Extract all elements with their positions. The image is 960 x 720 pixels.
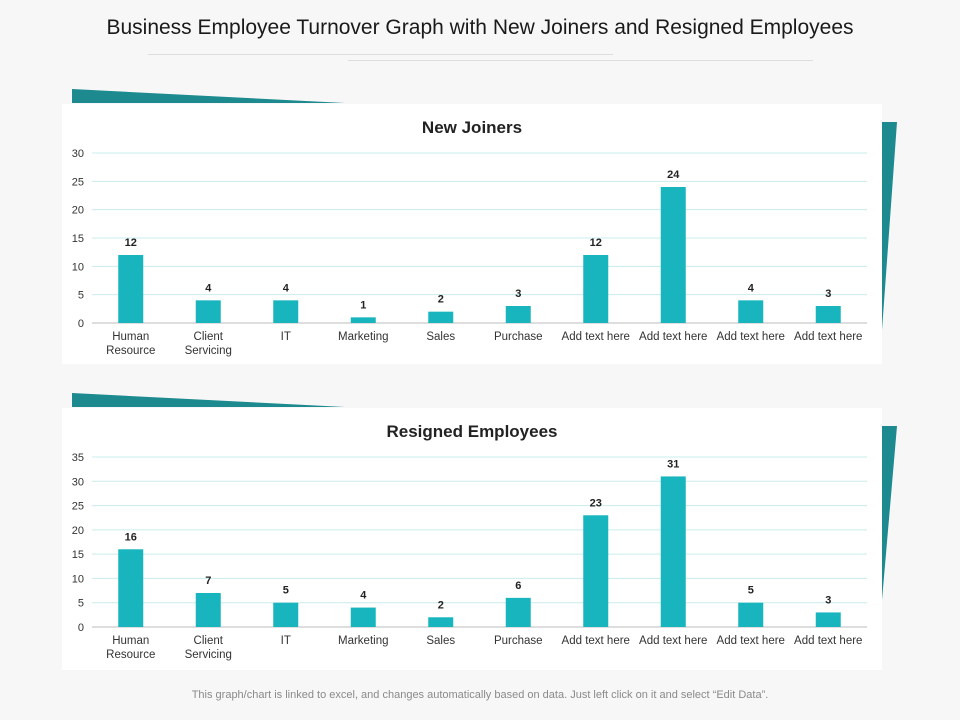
- y-tick-label: 35: [72, 452, 84, 464]
- x-tick-label: Add text here: [639, 331, 707, 343]
- top-left-accent-wedge: [72, 89, 345, 103]
- x-tick-label: Purchase: [494, 331, 543, 343]
- bar[interactable]: [350, 607, 376, 627]
- y-tick-label: 30: [72, 148, 84, 160]
- x-tick-label: Client Servicing: [185, 331, 232, 357]
- bar[interactable]: [738, 300, 764, 323]
- y-tick-label: 0: [78, 622, 84, 634]
- x-tick-label: Sales: [426, 331, 455, 343]
- title-underline-right: [348, 60, 813, 61]
- y-tick-label: 30: [72, 476, 84, 488]
- y-tick-label: 10: [72, 573, 84, 585]
- x-tick-label: Human Resource: [106, 331, 155, 357]
- y-tick-label: 20: [72, 205, 84, 217]
- bar[interactable]: [118, 255, 144, 323]
- bar[interactable]: [195, 593, 221, 627]
- x-tick-label: Add text here: [717, 331, 785, 343]
- data-label: 12: [590, 237, 602, 249]
- y-tick-label: 25: [72, 176, 84, 188]
- y-tick-label: 5: [78, 290, 84, 302]
- x-tick-label: Purchase: [494, 635, 543, 647]
- data-label: 5: [748, 585, 754, 597]
- data-label: 2: [438, 294, 444, 306]
- data-label: 31: [667, 458, 679, 470]
- x-tick-label: Sales: [426, 635, 455, 647]
- bar[interactable]: [505, 597, 531, 627]
- data-label: 3: [515, 288, 521, 300]
- resigned-employees-chart-panel[interactable]: Resigned Employees 0 5 10 15 20 25 30 35 16 Human R…: [62, 408, 882, 670]
- x-tick-label: Add text here: [562, 331, 630, 343]
- x-tick-label: Add text here: [639, 635, 707, 647]
- data-label: 4: [283, 282, 290, 294]
- data-label: 3: [825, 288, 831, 300]
- x-tick-label: Marketing: [338, 331, 389, 343]
- bar[interactable]: [660, 187, 686, 323]
- y-tick-label: 15: [72, 549, 84, 561]
- data-label: 23: [590, 497, 602, 509]
- x-tick-label: Human Resource: [106, 635, 155, 661]
- data-label: 12: [125, 237, 137, 249]
- data-label: 4: [360, 590, 367, 602]
- new-joiners-chart-title: New Joiners: [422, 118, 522, 137]
- x-tick-label: Add text here: [562, 635, 630, 647]
- x-tick-label: IT: [281, 331, 291, 343]
- top-right-accent-wedge: [882, 122, 897, 330]
- footer-note: This graph/chart is linked to excel, and…: [191, 689, 769, 701]
- data-label: 6: [515, 580, 521, 592]
- x-tick-label: Add text here: [794, 331, 862, 343]
- bar[interactable]: [428, 311, 454, 323]
- new-joiners-chart-panel[interactable]: New Joiners 0 5 10 15 20 25 30 12 Human Resource 4 C…: [62, 104, 882, 364]
- bar[interactable]: [583, 515, 609, 627]
- x-tick-label: Add text here: [794, 635, 862, 647]
- resigned-employees-chart-title: Resigned Employees: [386, 422, 557, 441]
- bar[interactable]: [428, 617, 454, 627]
- data-label: 4: [205, 282, 212, 294]
- bottom-right-accent-wedge: [882, 426, 897, 600]
- data-label: 2: [438, 599, 444, 611]
- bar[interactable]: [273, 300, 299, 323]
- bar[interactable]: [738, 602, 764, 627]
- x-tick-label: Client Servicing: [185, 635, 232, 661]
- bar[interactable]: [273, 602, 299, 627]
- y-tick-label: 25: [72, 501, 84, 513]
- data-label: 1: [360, 299, 366, 311]
- bar[interactable]: [815, 612, 841, 627]
- data-label: 16: [125, 531, 137, 543]
- data-label: 3: [825, 594, 831, 606]
- data-label: 7: [205, 575, 211, 587]
- y-tick-label: 15: [72, 233, 84, 245]
- bar[interactable]: [195, 300, 221, 323]
- bar[interactable]: [505, 306, 531, 323]
- bar[interactable]: [350, 317, 376, 323]
- x-tick-label: Marketing: [338, 635, 389, 647]
- data-label: 4: [748, 282, 755, 294]
- title-underline-left: [148, 54, 613, 55]
- bar[interactable]: [118, 549, 144, 627]
- bar[interactable]: [583, 255, 609, 323]
- x-tick-label: Add text here: [717, 635, 785, 647]
- y-tick-label: 0: [78, 318, 84, 330]
- y-tick-label: 5: [78, 598, 84, 610]
- y-tick-label: 20: [72, 525, 84, 537]
- x-tick-label: IT: [281, 635, 291, 647]
- bar[interactable]: [815, 306, 841, 323]
- page-title: Business Employee Turnover Graph with Ne…: [106, 16, 854, 39]
- y-tick-label: 10: [72, 261, 84, 273]
- bar[interactable]: [660, 476, 686, 627]
- data-label: 5: [283, 585, 289, 597]
- bottom-left-accent-wedge: [72, 393, 345, 407]
- data-label: 24: [667, 169, 680, 181]
